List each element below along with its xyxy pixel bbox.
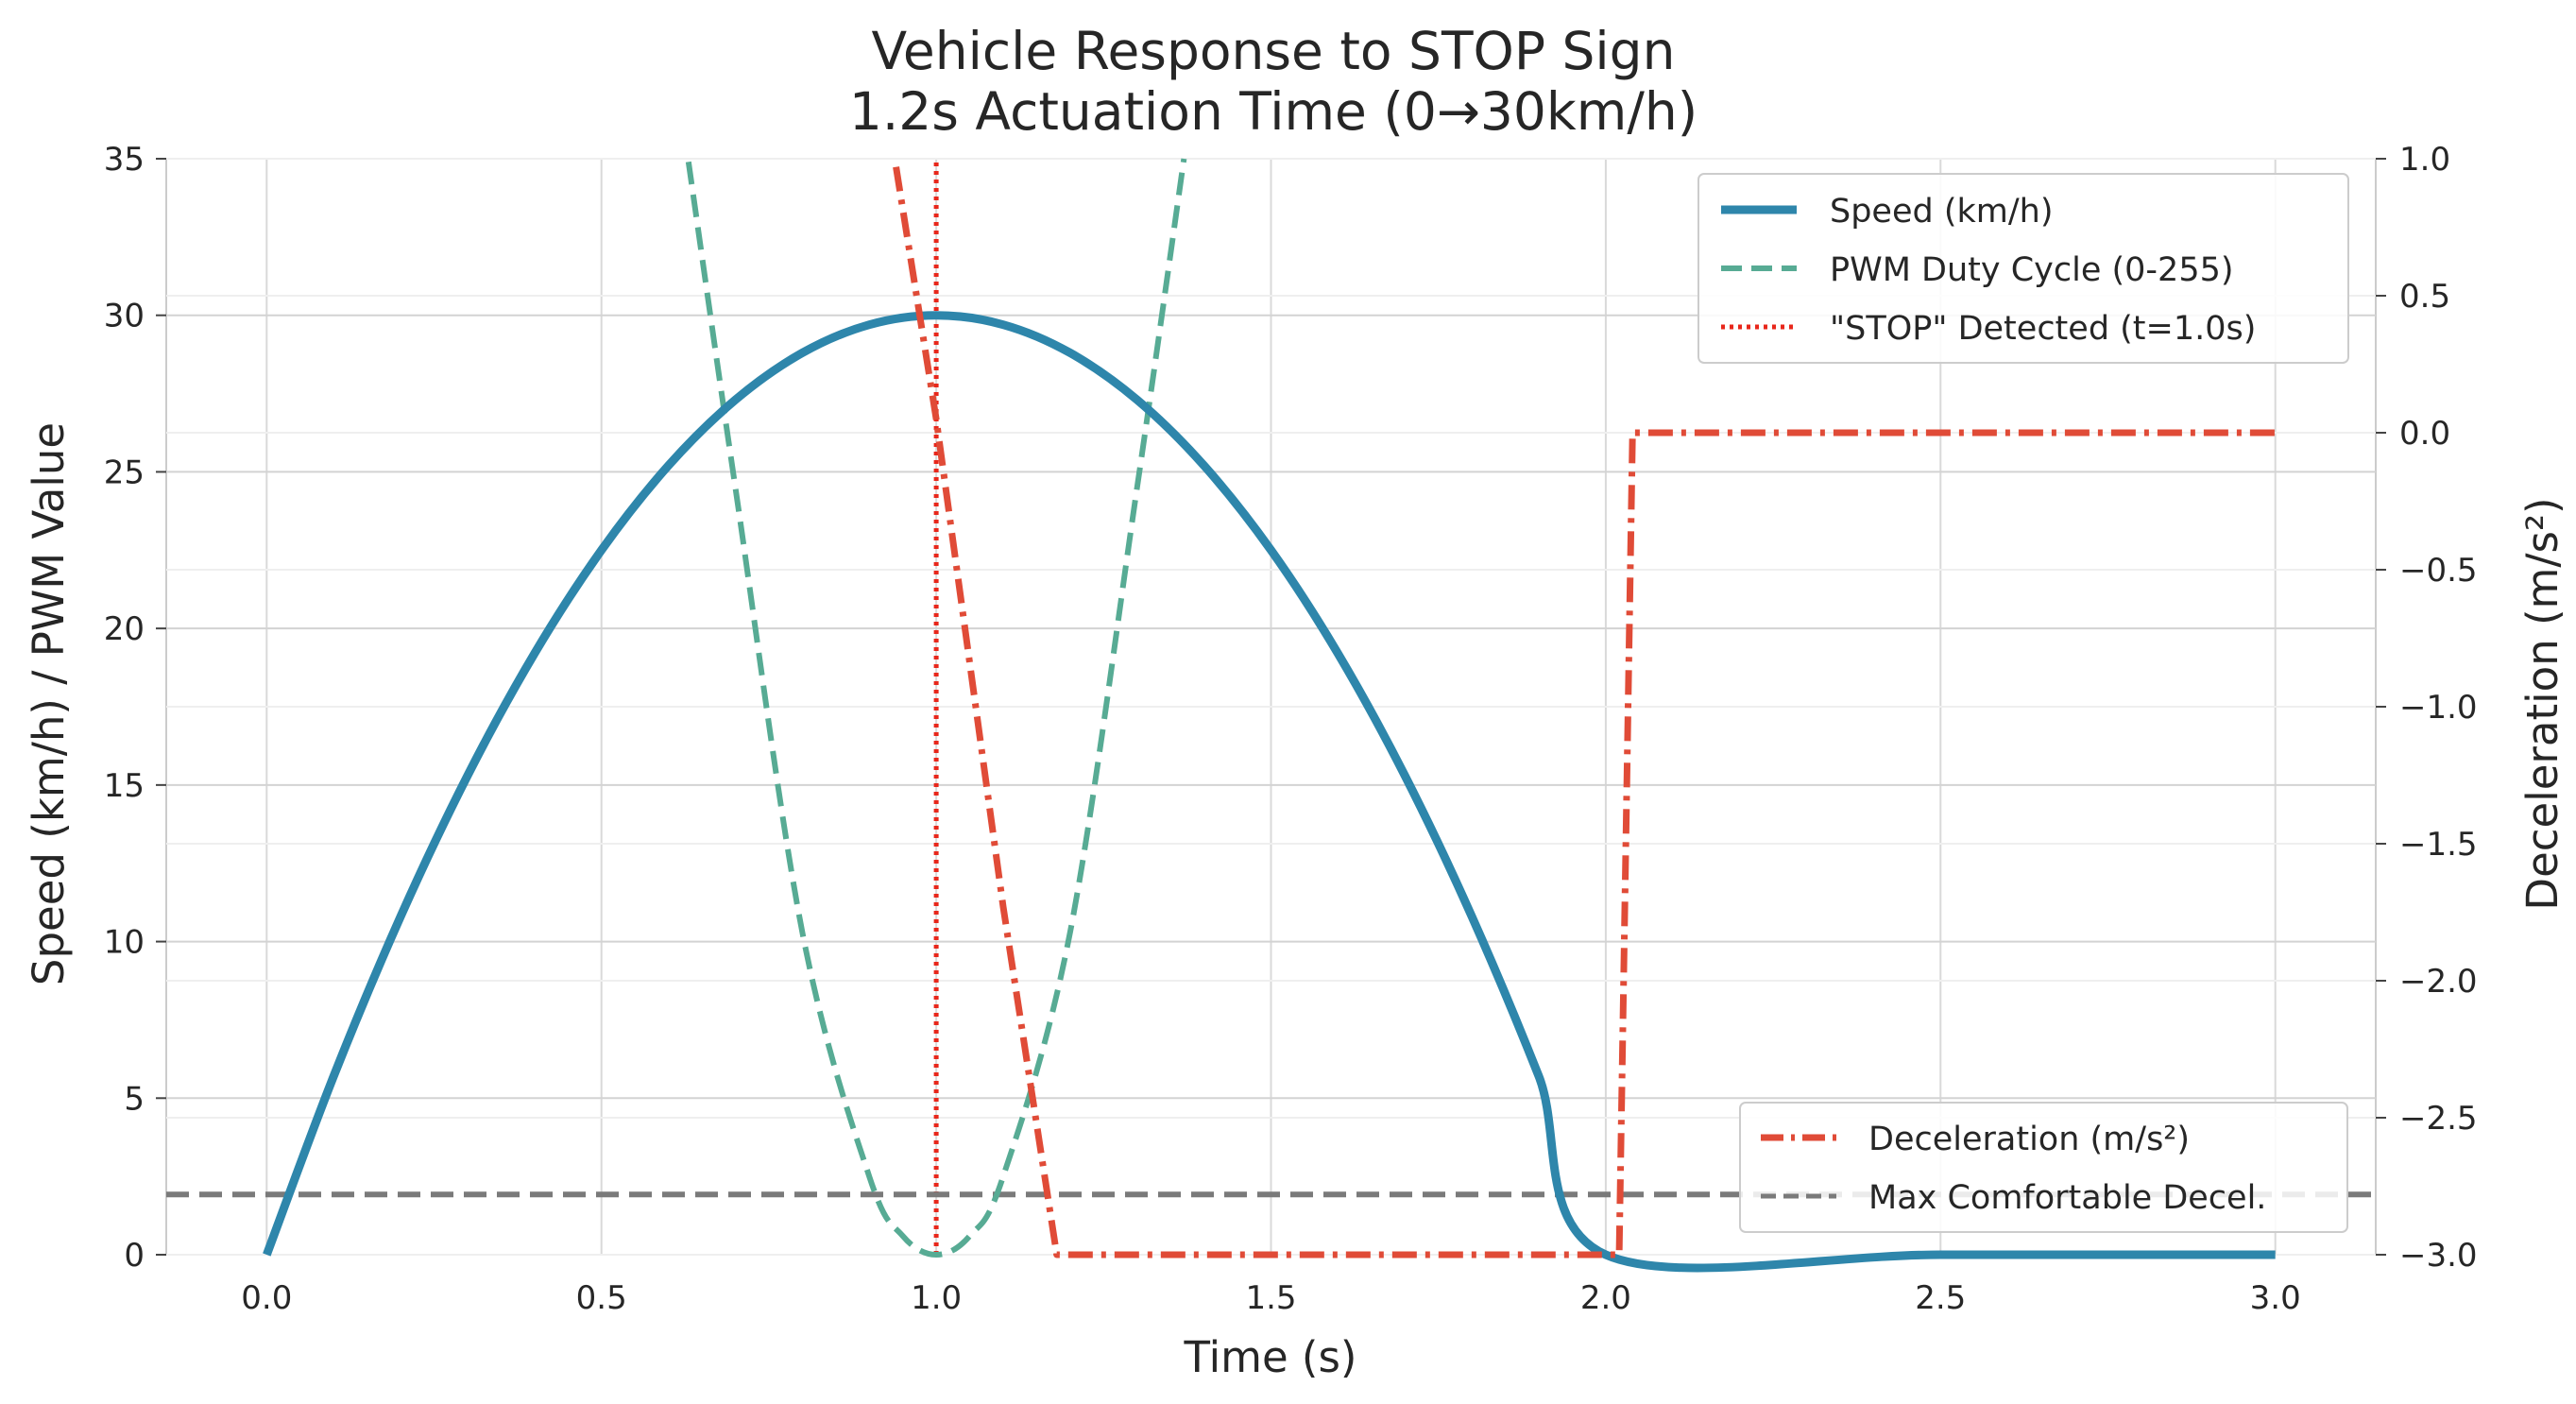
legend-label-stop: "STOP" Detected (t=1.0s) — [1830, 310, 2256, 348]
series-pwm-duty-cycle-0-255 — [685, 158, 1187, 1258]
x-tick-label: 1.5 — [1245, 1279, 1296, 1317]
y-tick-label-right: 0.5 — [2399, 278, 2450, 316]
grid — [165, 158, 2377, 1256]
y-tick-label-right: −1.5 — [2399, 826, 2478, 864]
y-tick-label-right: −3.0 — [2399, 1237, 2478, 1275]
y-tick-label-right: 1.0 — [2399, 141, 2450, 179]
y-tick-label-right: −0.5 — [2399, 552, 2478, 590]
series-deceleration-m-s — [893, 166, 2276, 1258]
series-lines — [166, 158, 2376, 1273]
y-tick-label-left: 30 — [104, 298, 145, 335]
x-tick-label: 1.0 — [911, 1279, 962, 1317]
legend-upper-box — [1697, 173, 2349, 364]
x-axis-label: Time (s) — [1184, 1332, 1357, 1382]
y-tick-label-left: 0 — [124, 1237, 145, 1275]
y-tick-label-left: 5 — [124, 1080, 145, 1118]
y-axis-label-right: Deceleration (m/s²) — [2517, 497, 2567, 910]
x-tick-label: 2.0 — [1580, 1279, 1631, 1317]
legend-label-decel: Deceleration (m/s²) — [1868, 1121, 2190, 1158]
y-tick-label-right: 0.0 — [2399, 415, 2450, 453]
x-tick-label: 0.5 — [576, 1279, 627, 1317]
y-tick-label-left: 35 — [104, 141, 145, 179]
y-axis-label-left: Speed (km/h) / PWM Value — [24, 422, 74, 985]
legend-lower: Deceleration (m/s²) Max Comfortable Dece… — [1739, 1102, 2348, 1233]
legend-label-max-decel: Max Comfortable Decel. — [1868, 1179, 2266, 1217]
y-tick-label-right: −2.5 — [2399, 1100, 2478, 1138]
legend-label-pwm: PWM Duty Cycle (0-255) — [1830, 251, 2234, 289]
axis-ticks: 0.0 0.5 1.0 1.5 2.0 2.5 3.0 0 5 10 15 20 25 30 35 −3.0 −… — [104, 141, 2478, 1317]
legend-lower-box — [1739, 1102, 2348, 1233]
chart-subtitle: 1.2s Actuation Time (0→30km/h) — [849, 81, 1697, 142]
y-tick-label-left: 10 — [104, 924, 145, 962]
x-tick-label: 0.0 — [241, 1279, 292, 1317]
y-tick-label-right: −2.0 — [2399, 963, 2478, 1001]
legend-upper: Speed (km/h) PWM Duty Cycle (0-255) "STO… — [1697, 173, 2349, 364]
chart-title: Vehicle Response to STOP Sign — [872, 21, 1676, 81]
y-tick-label-left: 25 — [104, 454, 145, 491]
y-tick-label-left: 20 — [104, 610, 145, 648]
y-tick-label-left: 15 — [104, 767, 145, 805]
legend-label-speed: Speed (km/h) — [1830, 193, 2054, 231]
x-tick-label: 3.0 — [2250, 1279, 2301, 1317]
y-tick-label-right: −1.0 — [2399, 689, 2478, 727]
x-tick-label: 2.5 — [1915, 1279, 1966, 1317]
series-speed-km-h — [263, 311, 2276, 1273]
